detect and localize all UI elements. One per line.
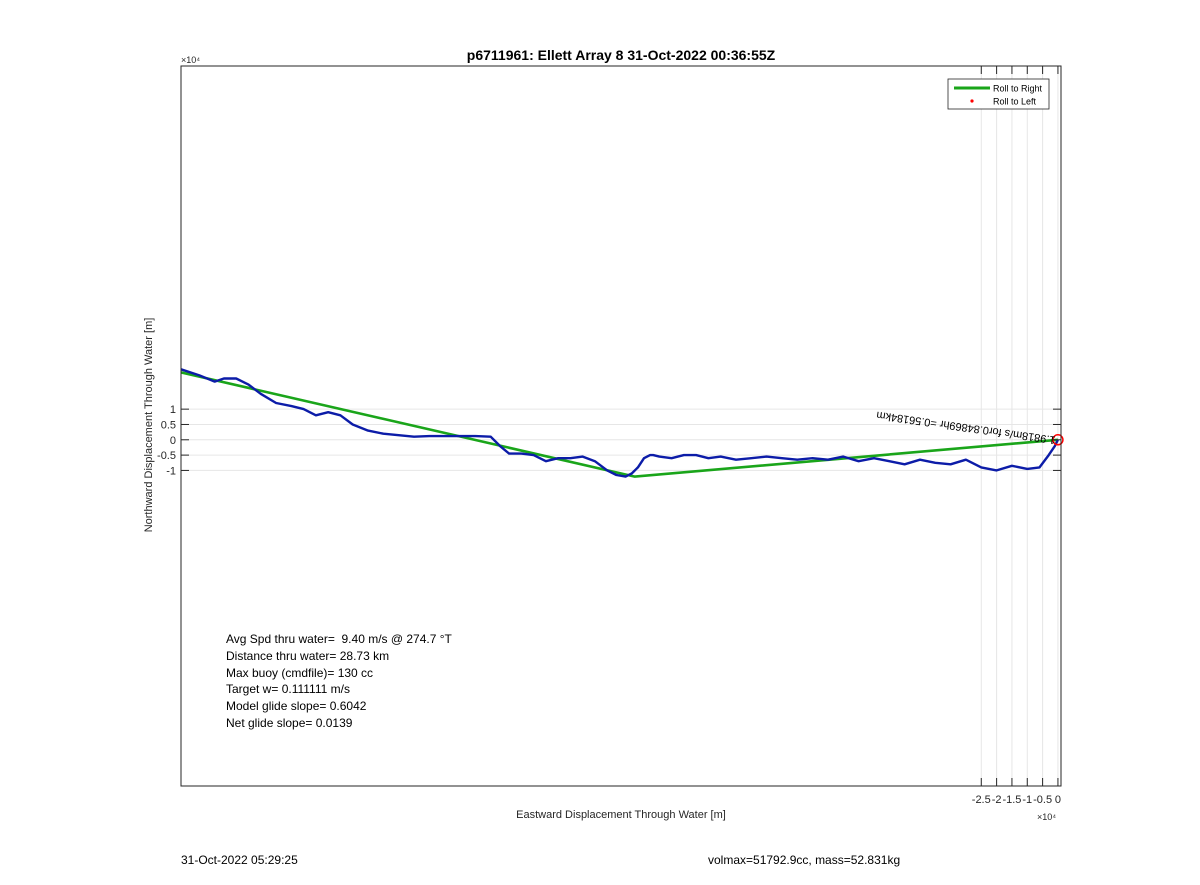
axes-box [180, 65, 1062, 787]
y-tick-label: -0.5 [157, 450, 176, 462]
stat-avg-speed: Avg Spd thru water= 9.40 m/s @ 274.7 °T [226, 632, 452, 646]
series-line-measured [181, 368, 1059, 478]
stat-net-glide-slope: Net glide slope= 0.0139 [226, 715, 353, 730]
stat-max-buoy: Max buoy (cmdfile)= 130 cc [226, 665, 374, 680]
series-line-track [181, 371, 1059, 478]
x-tick-label: 0 [1055, 794, 1061, 806]
footer-volmax-mass: volmax=51792.9cc, mass=52.831kg [708, 853, 901, 867]
legend-entry-label: Roll to Left [993, 97, 1037, 107]
stat-target-w: Target w= 0.111111 m/s [226, 682, 350, 697]
footer-timestamp: 31-Oct-2022 05:29:25 [181, 853, 298, 867]
x-tick-label: -2.5 [972, 794, 991, 806]
x-tick-label: -2 [992, 794, 1002, 806]
grid [181, 66, 1061, 786]
x-axis-multiplier: ×10⁴ [1037, 812, 1056, 822]
y-tick-label: 1 [170, 404, 176, 416]
legend-entry-label: Roll to Right [993, 84, 1043, 94]
x-tick-label: -0.5 [1033, 794, 1052, 806]
y-axis-label: Northward Displacement Through Water [m] [143, 318, 155, 533]
x-axis-label: Eastward Displacement Through Water [m] [516, 809, 726, 821]
legend-box [947, 78, 1050, 110]
stats-block: Avg Spd thru water= 9.40 m/s @ 274.7 °T … [226, 631, 452, 732]
ticks: -2.5 -2 -1.5 -1 -0.5 0-1-0.500.51 [157, 66, 1061, 806]
stat-distance: Distance thru water= 28.73 km [226, 648, 390, 663]
legend: Roll to Right Roll to Left [947, 78, 1050, 110]
x-tick-label: -1 [1022, 794, 1032, 806]
x-tick-label: -1.5 [1002, 794, 1021, 806]
y-tick-label: 0.5 [161, 419, 176, 431]
chart-title: p6711961: Ellett Array 8 31-Oct-2022 00:… [467, 47, 776, 63]
y-tick-label: -1 [166, 465, 176, 477]
end-marker [1052, 434, 1064, 446]
legend-swatch-point [970, 99, 974, 103]
series-layer [181, 368, 1064, 478]
y-tick-label: 0 [170, 435, 176, 447]
stat-model-glide-slope: Model glide slope= 0.6042 [226, 699, 367, 714]
y-axis-multiplier: ×10⁴ [181, 55, 200, 65]
